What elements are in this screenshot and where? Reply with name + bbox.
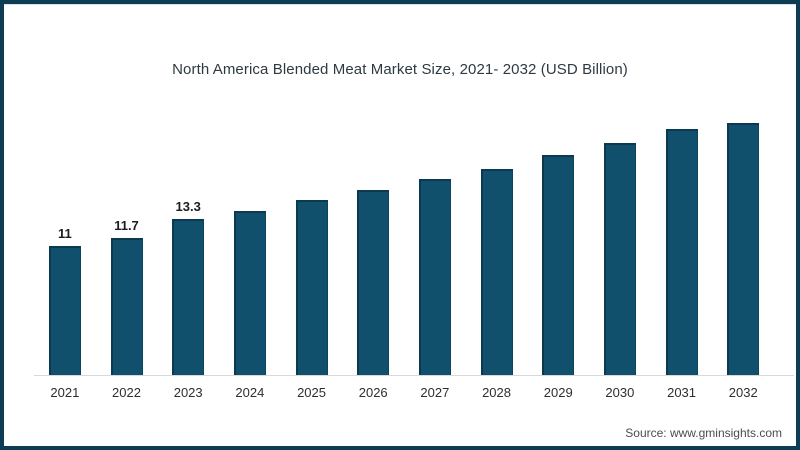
- bar-2030: [603, 143, 636, 375]
- bar-2031: [665, 129, 698, 375]
- bar-value-label-2026: [371, 170, 375, 185]
- x-axis-label-2024: 2024: [235, 385, 265, 400]
- bar-2021: [48, 246, 81, 375]
- x-axis-labels: 2021 2022 2023 2024 2025 2026 2027 2028 2029 2030…: [34, 385, 774, 400]
- bar-column-2031: [651, 103, 713, 375]
- bar-value-label-2024: [248, 191, 252, 206]
- x-axis-label-2021: 2021: [50, 385, 80, 400]
- bar-column-2028: [466, 103, 528, 375]
- bar-value-label-2027: [433, 159, 437, 174]
- x-axis-label-2022: 2022: [112, 385, 141, 400]
- bar-value-label-2023: 13.3: [175, 199, 201, 214]
- bar-2022: [110, 238, 143, 375]
- bar-2029: [542, 155, 575, 375]
- bar-column-2023: 13.3: [157, 103, 219, 375]
- x-axis-label-2028: 2028: [482, 385, 511, 400]
- bar-value-label-2032: [741, 103, 745, 118]
- x-axis-label-2031: 2031: [667, 385, 697, 400]
- bar-value-label-2021: 11: [57, 226, 72, 241]
- bar-column-2029: [527, 103, 589, 375]
- x-axis-label-2030: 2030: [605, 385, 635, 400]
- x-axis-label-2025: 2025: [297, 385, 326, 400]
- bar-2032: [727, 123, 760, 375]
- source-attribution: Source: www.gminsights.com: [625, 426, 782, 440]
- bar-column-2022: 11.7: [96, 103, 158, 375]
- bar-2026: [357, 190, 390, 375]
- bar-column-2025: [281, 103, 343, 375]
- bar-column-2026: [342, 103, 404, 375]
- bar-2024: [233, 211, 266, 375]
- bar-column-2030: [589, 103, 651, 375]
- bar-2023: [172, 219, 205, 375]
- x-axis-label-2027: 2027: [420, 385, 450, 400]
- bar-2025: [295, 200, 328, 375]
- bar-column-2032: [712, 103, 774, 375]
- bar-column-2027: [404, 103, 466, 375]
- bar-2027: [418, 179, 451, 375]
- x-axis-label-2026: 2026: [358, 385, 388, 400]
- x-axis-label-2029: 2029: [543, 385, 573, 400]
- x-axis-line: [34, 375, 794, 376]
- bar-column-2021: 11: [34, 103, 96, 375]
- chart-title: North America Blended Meat Market Size, …: [172, 61, 628, 78]
- bar-2028: [480, 169, 513, 375]
- bar-value-label-2028: [495, 149, 499, 164]
- bar-plot-area: 11 11.7 13.3: [34, 103, 774, 375]
- x-axis-label-2023: 2023: [173, 385, 203, 400]
- x-axis-label-2032: 2032: [728, 385, 758, 400]
- bar-column-2024: [219, 103, 281, 375]
- bar-value-label-2025: [310, 180, 314, 195]
- bar-value-label-2030: [618, 123, 622, 138]
- frame-accent-line: [4, 4, 796, 5]
- bar-value-label-2029: [556, 135, 560, 150]
- bar-value-label-2022: 11.7: [114, 218, 139, 233]
- bar-value-label-2031: [680, 109, 684, 124]
